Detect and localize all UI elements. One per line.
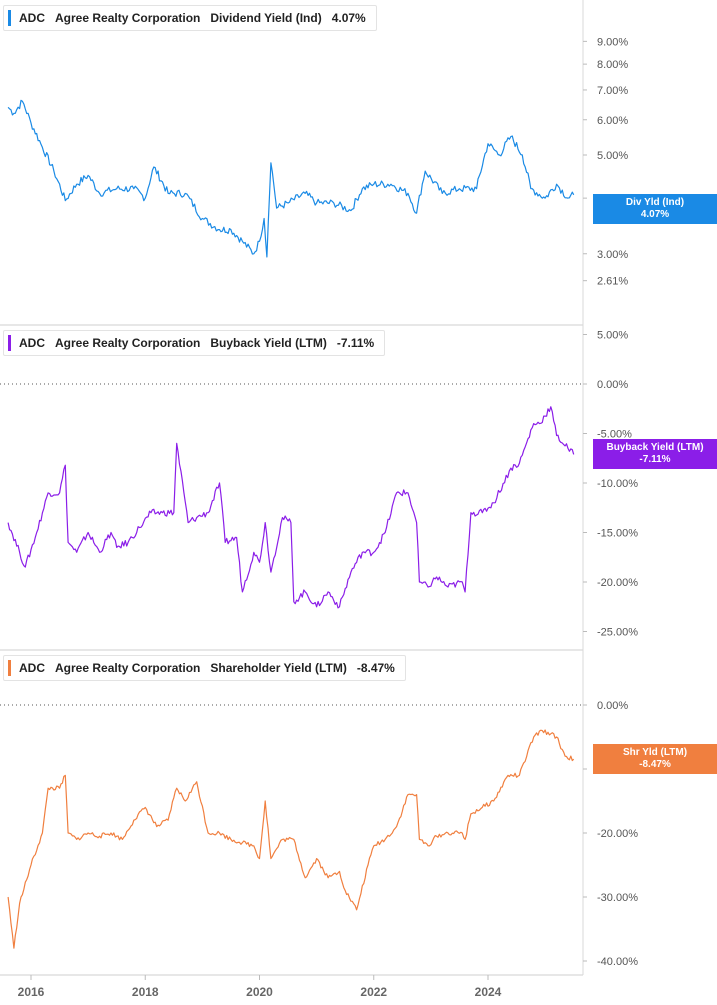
x-tick-label: 2024: [475, 985, 502, 999]
y-tick-label: -10.00%: [597, 478, 638, 490]
legend-ticker: ADC: [19, 11, 45, 25]
x-tick-label: 2020: [246, 985, 273, 999]
tag-value: -8.47%: [639, 759, 671, 770]
grid-layer: [0, 0, 584, 976]
legend-company: Agree Realty Corporation: [55, 336, 201, 350]
y-tick-label: -20.00%: [597, 577, 638, 589]
legend-buyback: ADC Agree Realty Corporation Buyback Yie…: [3, 330, 386, 356]
legend-metric: Dividend Yield (Ind): [210, 11, 322, 25]
axis-layer: 9.00%8.00%7.00%6.00%5.00%4.00%3.00%2.61%…: [18, 36, 639, 999]
x-tick-label: 2018: [132, 985, 159, 999]
legend-ticker: ADC: [19, 336, 45, 350]
tag-shareholder: Shr Yld (LTM) -8.47%: [593, 744, 717, 774]
legend-company: Agree Realty Corporation: [55, 661, 201, 675]
y-tick-label: -30.00%: [597, 892, 638, 904]
legend-metric: Shareholder Yield (LTM): [210, 661, 347, 675]
y-tick-label: 5.00%: [597, 150, 628, 162]
legend-value: -7.11%: [336, 336, 375, 350]
buyback-yield-line: [7, 406, 575, 609]
x-tick-label: 2016: [18, 985, 45, 999]
y-tick-label: 8.00%: [597, 59, 628, 71]
y-tick-label: -25.00%: [597, 627, 638, 639]
dividend-yield-line: [7, 99, 575, 258]
y-tick-label: 3.00%: [597, 249, 628, 261]
legend-value: 4.07%: [331, 11, 366, 25]
y-tick-label: -40.00%: [597, 956, 638, 968]
tag-dividend: Div Yld (Ind) 4.07%: [593, 194, 717, 224]
x-tick-label: 2022: [360, 985, 387, 999]
y-tick-label: 6.00%: [597, 115, 628, 127]
y-tick-label: 0.00%: [597, 379, 628, 391]
tag-value: 4.07%: [640, 209, 670, 220]
legend-metric: Buyback Yield (LTM): [210, 336, 327, 350]
shareholder-yield-line: [7, 729, 575, 949]
tag-value: -7.11%: [639, 454, 671, 465]
y-tick-label: 0.00%: [597, 700, 628, 712]
legend-ticker: ADC: [19, 661, 45, 675]
legend-value: -8.47%: [356, 661, 395, 675]
legend-dividend: ADC Agree Realty Corporation Dividend Yi…: [3, 5, 377, 31]
dividend-swatch: [8, 10, 11, 26]
shareholder-swatch: [8, 660, 11, 676]
legend-company: Agree Realty Corporation: [55, 11, 201, 25]
tag-label: Shr Yld (LTM): [622, 747, 688, 758]
y-tick-label: -5.00%: [597, 429, 632, 441]
y-tick-label: 2.61%: [597, 276, 628, 288]
tag-buyback: Buyback Yield (LTM) -7.11%: [593, 439, 717, 469]
y-tick-label: 7.00%: [597, 85, 628, 97]
tag-label: Buyback Yield (LTM): [606, 442, 704, 453]
tag-label: Div Yld (Ind): [625, 197, 685, 208]
y-tick-label: 5.00%: [597, 330, 628, 342]
y-tick-label: 9.00%: [597, 36, 628, 48]
buyback-swatch: [8, 335, 11, 351]
series-layer: [7, 99, 575, 949]
y-tick-label: -15.00%: [597, 528, 638, 540]
legend-shareholder: ADC Agree Realty Corporation Shareholder…: [3, 655, 406, 681]
y-tick-label: -20.00%: [597, 828, 638, 840]
